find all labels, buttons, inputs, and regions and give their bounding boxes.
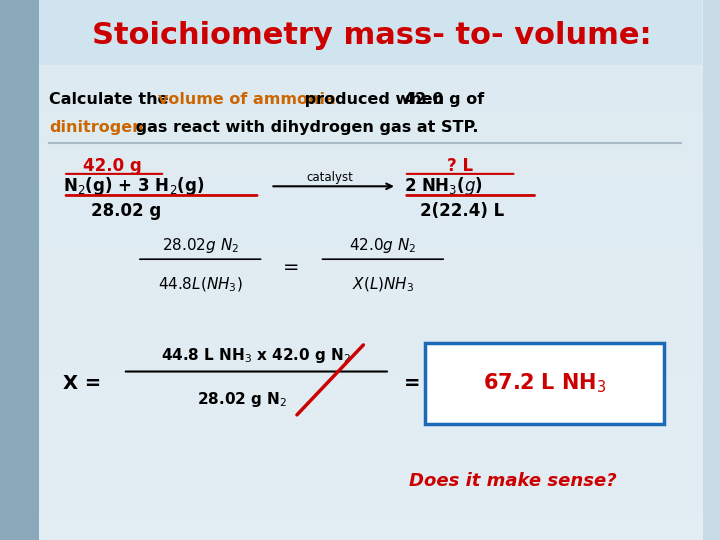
Text: =: = [283, 258, 300, 277]
Text: 44.8 L NH$_3$ x 42.0 g N$_2$: 44.8 L NH$_3$ x 42.0 g N$_2$ [161, 346, 351, 365]
FancyBboxPatch shape [39, 0, 703, 65]
Text: 28.02 g: 28.02 g [91, 201, 161, 220]
Text: catalyst: catalyst [307, 171, 354, 184]
Text: 28.02 g N$_2$: 28.02 g N$_2$ [197, 390, 287, 409]
Text: 2 NH$_3$($g$): 2 NH$_3$($g$) [404, 176, 483, 197]
Text: $28.02g\ N_2$: $28.02g\ N_2$ [161, 236, 239, 255]
Text: Does it make sense?: Does it make sense? [409, 471, 616, 490]
Text: 42.0 g of: 42.0 g of [404, 92, 484, 107]
Text: produced when: produced when [299, 92, 449, 107]
Text: ? L: ? L [447, 157, 473, 175]
Text: X =: X = [63, 374, 102, 393]
Text: $X(L)NH_3$: $X(L)NH_3$ [351, 276, 414, 294]
Text: Calculate the: Calculate the [49, 92, 174, 107]
Text: 2(22.4) L: 2(22.4) L [420, 201, 504, 220]
Text: $42.0g\ N_2$: $42.0g\ N_2$ [349, 236, 417, 255]
Text: Stoichiometry mass- to- volume:: Stoichiometry mass- to- volume: [92, 21, 652, 50]
Text: dinitrogen: dinitrogen [49, 120, 144, 136]
Text: volume of ammonia: volume of ammonia [158, 92, 336, 107]
Text: =: = [404, 374, 420, 393]
FancyBboxPatch shape [425, 343, 664, 424]
Text: gas react with dihydrogen gas at STP.: gas react with dihydrogen gas at STP. [130, 120, 479, 136]
FancyBboxPatch shape [0, 0, 39, 540]
Text: N$_2$(g) + 3 H$_2$(g): N$_2$(g) + 3 H$_2$(g) [63, 176, 204, 197]
Text: 42.0 g: 42.0 g [83, 157, 142, 175]
Text: 67.2 L NH$_3$: 67.2 L NH$_3$ [483, 372, 606, 395]
Text: $44.8L(NH_3)$: $44.8L(NH_3)$ [158, 276, 243, 294]
